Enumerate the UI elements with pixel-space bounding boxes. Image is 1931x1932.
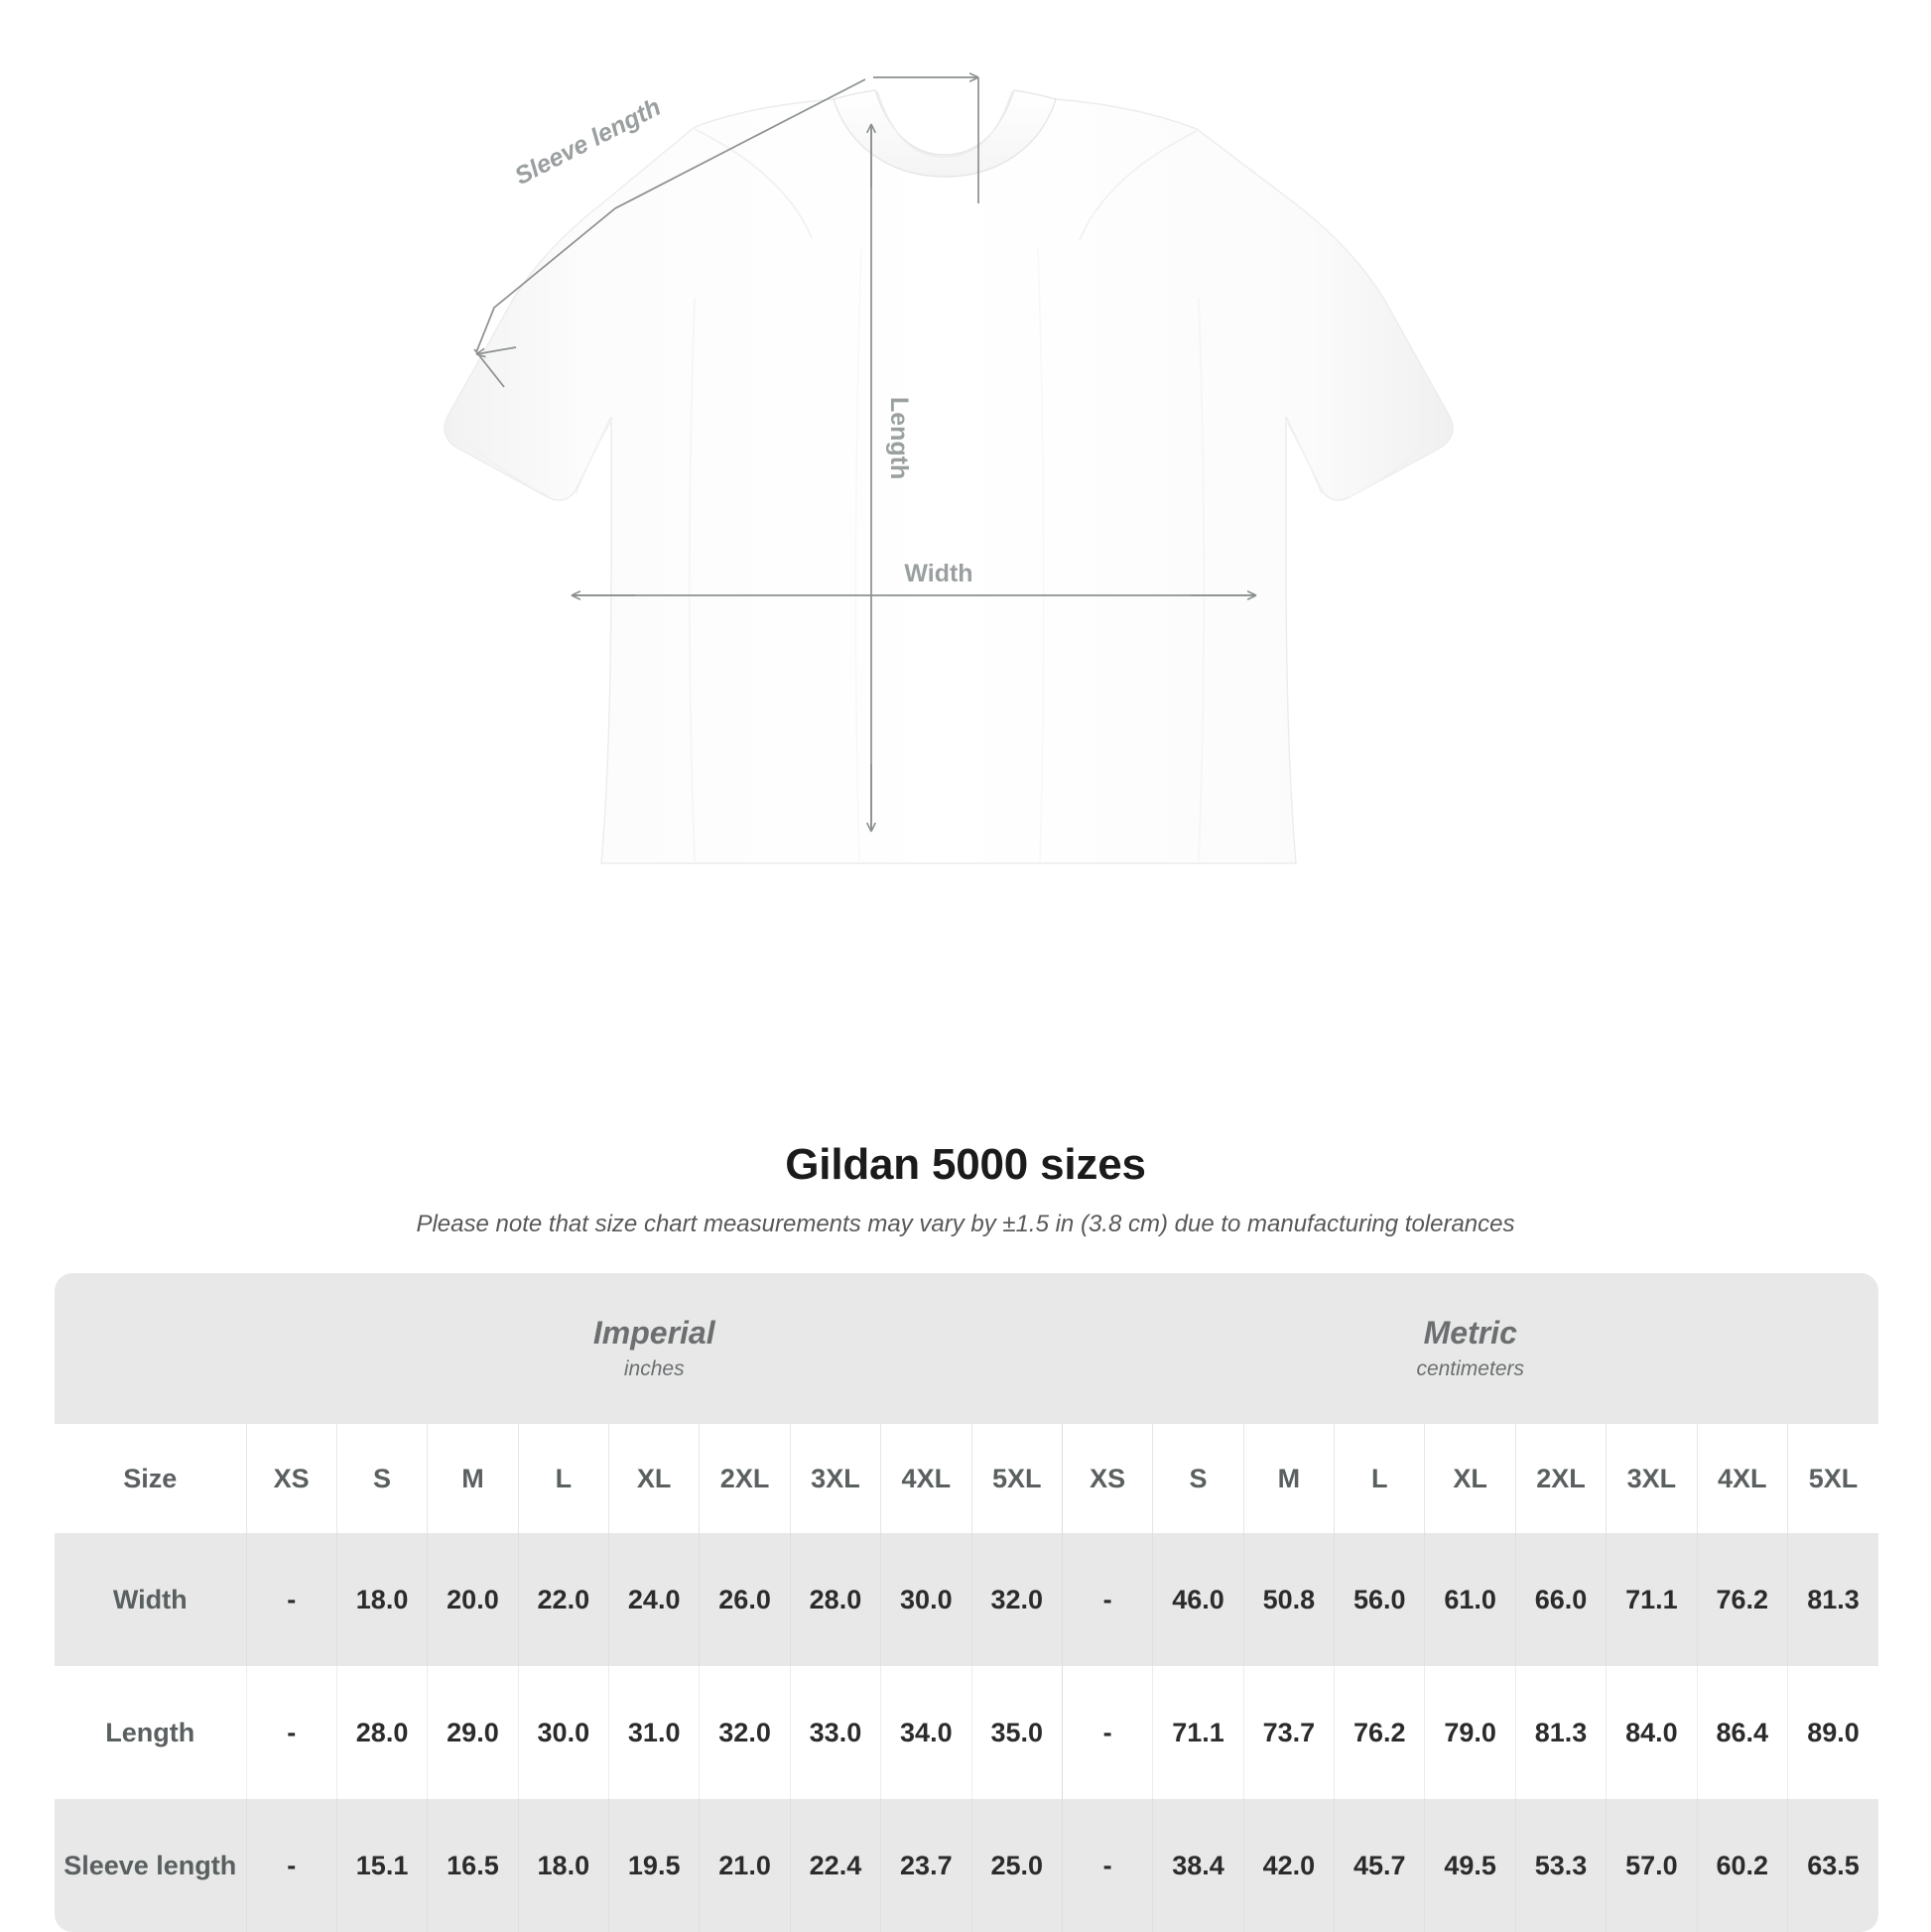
size-header-imperial-s: S: [335, 1424, 428, 1533]
tolerance-note: Please note that size chart measurements…: [416, 1211, 1515, 1238]
measurement-cell: 23.7: [880, 1799, 971, 1932]
measurement-cell: 22.0: [517, 1533, 609, 1666]
sleeve-length-dimension: [473, 77, 979, 388]
table-row: Sleeve length -15.1 16.5 18.0 19.5 21.0 22.4 23…: [55, 1799, 1878, 1932]
row-label-width: Width: [55, 1533, 246, 1666]
measurement-cell: -: [1061, 1666, 1153, 1799]
length-label: Length: [885, 397, 913, 479]
unit-system-metric: Metric centimeters: [1062, 1273, 1878, 1424]
size-header-row: Size XS S M L XL 2XL 3XL 4XL 5XL XS S M L XL 2XL 3XL 4XL 5…: [55, 1424, 1878, 1533]
width-label: Width: [904, 560, 972, 587]
measurement-cell: 76.2: [1696, 1533, 1788, 1666]
measurement-cell: 66.0: [1514, 1533, 1607, 1666]
measurement-cell: 89.0: [1786, 1666, 1878, 1799]
measurement-cell: 21.0: [699, 1799, 791, 1932]
measurement-cell: 60.2: [1696, 1799, 1788, 1932]
measurement-cell: 30.0: [517, 1666, 609, 1799]
tshirt-measurement-diagram: Sleeve length Length Width: [0, 0, 1931, 893]
measurement-cell: 73.7: [1242, 1666, 1335, 1799]
measurement-cell: 28.0: [789, 1533, 881, 1666]
row-label-sleeve-length: Sleeve length: [55, 1799, 246, 1932]
size-table-container: Imperial inches Metric centimeters Size XS S M L…: [55, 1273, 1878, 1932]
measurement-cell: 76.2: [1334, 1666, 1425, 1799]
measurement-cell: 33.0: [789, 1666, 881, 1799]
size-header-imperial-5xl: 5XL: [970, 1424, 1063, 1533]
measurement-cell: 15.1: [335, 1799, 428, 1932]
measurement-cell: 34.0: [880, 1666, 971, 1799]
measurement-cell: 56.0: [1334, 1533, 1425, 1666]
measurement-cell: 71.1: [1152, 1666, 1244, 1799]
measurement-cell: 81.3: [1786, 1533, 1878, 1666]
unit-system-name: Metric: [1423, 1314, 1517, 1351]
measurement-cell: -: [245, 1533, 337, 1666]
measurement-cell: 35.0: [970, 1666, 1063, 1799]
unit-system-subtitle: centimeters: [1416, 1357, 1524, 1381]
size-header-metric-5xl: 5XL: [1786, 1424, 1878, 1533]
measurement-cell: 63.5: [1786, 1799, 1878, 1932]
measurement-cell: 25.0: [970, 1799, 1063, 1932]
measurement-cell: 46.0: [1152, 1533, 1244, 1666]
measurement-cell: 18.0: [517, 1799, 609, 1932]
table-row: Width -18.0 20.0 22.0 24.0 26.0 28.0 30.0 32.0-4…: [55, 1533, 1878, 1666]
measurement-cell: 28.0: [335, 1666, 428, 1799]
measurement-cell: 86.4: [1696, 1666, 1788, 1799]
measurement-cell: 29.0: [427, 1666, 519, 1799]
size-table: Imperial inches Metric centimeters Size XS S M L…: [55, 1273, 1878, 1932]
table-row: Length -28.0 29.0 30.0 31.0 32.0 33.0 34.0 35.0-…: [55, 1666, 1878, 1799]
size-header-metric-l: L: [1334, 1424, 1425, 1533]
tshirt-illustration: [444, 89, 1454, 864]
measurement-cell: 26.0: [699, 1533, 791, 1666]
measurement-cell: 24.0: [607, 1533, 700, 1666]
measurement-cell: 31.0: [607, 1666, 700, 1799]
unit-system-row: Imperial inches Metric centimeters: [55, 1273, 1878, 1424]
measurement-cell: 49.5: [1424, 1799, 1516, 1932]
unit-system-subtitle: inches: [623, 1357, 685, 1381]
measurement-cell: 53.3: [1514, 1799, 1607, 1932]
measurement-cell: -: [245, 1799, 337, 1932]
chart-heading: Gildan 5000 sizes Please note that size …: [0, 1140, 1931, 1239]
measurement-cell: 20.0: [427, 1533, 519, 1666]
row-label-length: Length: [55, 1666, 246, 1799]
size-header-imperial-m: M: [427, 1424, 519, 1533]
measurement-cell: 18.0: [335, 1533, 428, 1666]
measurement-cell: 57.0: [1606, 1799, 1698, 1932]
size-header-imperial-2xl: 2XL: [699, 1424, 791, 1533]
unit-system-name: Imperial: [592, 1314, 715, 1351]
unit-system-imperial: Imperial inches: [246, 1273, 1063, 1424]
size-header-imperial-3xl: 3XL: [789, 1424, 881, 1533]
page-title: Gildan 5000 sizes: [785, 1140, 1146, 1189]
measurement-cell: 50.8: [1242, 1533, 1335, 1666]
size-header-imperial-l: L: [517, 1424, 609, 1533]
size-header-metric-xl: XL: [1424, 1424, 1516, 1533]
measurement-cell: 30.0: [880, 1533, 971, 1666]
measurement-cell: 79.0: [1424, 1666, 1516, 1799]
measurement-cell: -: [1061, 1799, 1153, 1932]
measurement-cell: 38.4: [1152, 1799, 1244, 1932]
measurement-cell: 45.7: [1334, 1799, 1425, 1932]
unit-row-spacer: [55, 1273, 246, 1424]
measurement-cell: 19.5: [607, 1799, 700, 1932]
measurement-cell: 84.0: [1606, 1666, 1698, 1799]
size-header-metric-3xl: 3XL: [1606, 1424, 1698, 1533]
size-header-imperial-4xl: 4XL: [880, 1424, 971, 1533]
size-header-imperial-xs: XS: [245, 1424, 337, 1533]
measurement-cell: 81.3: [1514, 1666, 1607, 1799]
measurement-cell: 32.0: [699, 1666, 791, 1799]
measurement-cell: 71.1: [1606, 1533, 1698, 1666]
size-header-metric-2xl: 2XL: [1514, 1424, 1607, 1533]
measurement-cell: 22.4: [789, 1799, 881, 1932]
size-header-metric-xs: XS: [1061, 1424, 1153, 1533]
measurement-cell: 32.0: [970, 1533, 1063, 1666]
size-header-metric-4xl: 4XL: [1696, 1424, 1788, 1533]
measurement-cell: 42.0: [1242, 1799, 1335, 1932]
measurement-cell: 61.0: [1424, 1533, 1516, 1666]
measurement-cell: -: [1061, 1533, 1153, 1666]
measurement-cell: 16.5: [427, 1799, 519, 1932]
size-header-label: Size: [55, 1424, 246, 1533]
size-header-metric-s: S: [1152, 1424, 1244, 1533]
size-header-metric-m: M: [1242, 1424, 1335, 1533]
size-header-imperial-xl: XL: [607, 1424, 700, 1533]
measurement-cell: -: [245, 1666, 337, 1799]
